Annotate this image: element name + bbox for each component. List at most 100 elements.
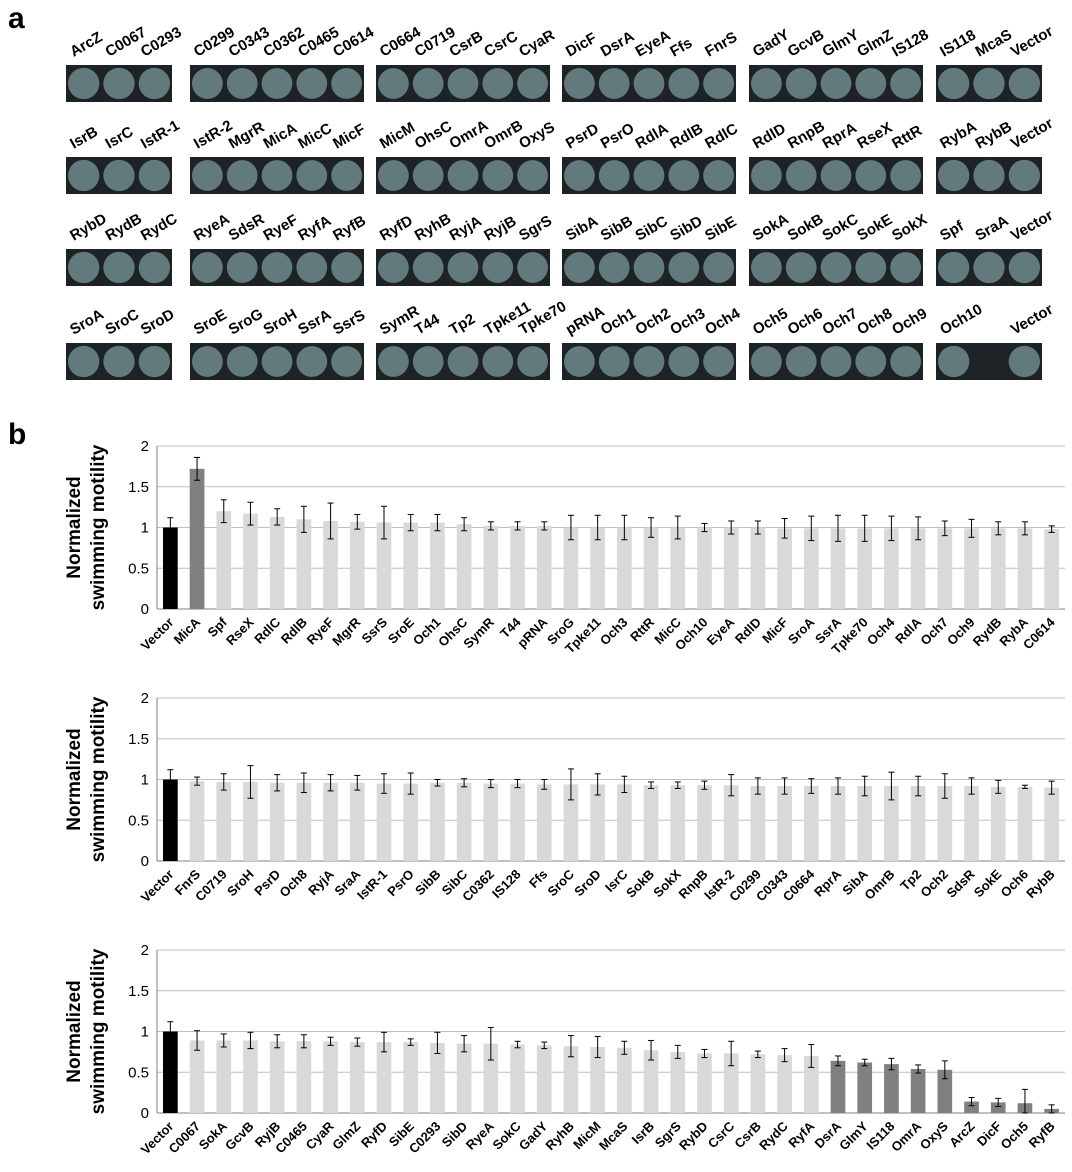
- x-tick-label: RdlC: [251, 614, 283, 646]
- bar-RdlD: [750, 527, 766, 609]
- bar-DicF: [990, 1102, 1006, 1113]
- x-tick-label: C0614: [1020, 614, 1058, 652]
- plate-label: SroH: [261, 306, 301, 339]
- colony: [785, 160, 817, 191]
- plate-label: RyfD: [377, 212, 416, 244]
- x-tick-label: SdsR: [944, 866, 979, 901]
- x-tick-label: C0664: [780, 866, 818, 904]
- plate-label: DicF: [563, 29, 600, 60]
- bar-Och7: [937, 528, 953, 609]
- colony: [820, 346, 852, 377]
- bar-RyeF: [323, 520, 338, 609]
- colony: [103, 67, 135, 100]
- x-tick-label: RyfB: [1026, 1119, 1058, 1151]
- x-tick-label: RdlA: [892, 614, 924, 646]
- bar-SokC: [510, 1044, 525, 1113]
- bar-Och9: [964, 528, 979, 609]
- x-tick-label: Och5: [997, 1119, 1031, 1153]
- y-tick-label: 0: [141, 601, 149, 618]
- x-tick-label: SroE: [385, 614, 417, 646]
- bar-Och4: [884, 528, 899, 609]
- bar-Tpke11: [590, 527, 605, 609]
- bar-OmrB: [884, 786, 899, 861]
- plate-label: C0614: [330, 23, 377, 60]
- plate-label: SroA: [67, 306, 107, 339]
- plate-label: RyjA: [447, 213, 485, 245]
- colony: [192, 160, 223, 191]
- x-tick-label: RydB: [970, 615, 1005, 650]
- plate-label: Och6: [785, 305, 826, 338]
- colony: [192, 68, 223, 99]
- bar-Och6: [1017, 786, 1033, 861]
- x-tick-label: OmrB: [861, 867, 897, 903]
- plate-label: RprA: [820, 119, 860, 152]
- x-tick-label: CsrC: [705, 1118, 738, 1151]
- colony: [855, 68, 887, 99]
- plate-label: Och5: [750, 305, 791, 338]
- bar-OxyS: [937, 1069, 953, 1113]
- colony: [633, 68, 665, 99]
- x-tick-label: RttR: [627, 614, 657, 644]
- plate-label: SsrA: [295, 306, 334, 338]
- bar-Och10: [697, 527, 712, 609]
- bar-Och2: [937, 786, 953, 861]
- x-tick-label: Vector: [138, 615, 177, 654]
- bar-EyeA: [723, 527, 739, 609]
- plate-label: SibE: [702, 213, 739, 244]
- x-tick-label: SsrS: [359, 614, 391, 646]
- colony: [938, 67, 970, 100]
- bar-IS118: [884, 1064, 899, 1113]
- bar-GadY: [536, 1045, 552, 1113]
- bar-Och3: [617, 527, 632, 609]
- plate-label: Och9: [889, 305, 930, 338]
- colony: [598, 68, 630, 99]
- plate-label: C0293: [138, 24, 185, 61]
- bar-McaS: [617, 1047, 632, 1113]
- colony: [482, 160, 514, 191]
- colony: [192, 346, 223, 377]
- x-tick-label: SymR: [460, 614, 497, 651]
- plate-label: RdlC: [702, 120, 741, 152]
- colony: [378, 346, 409, 377]
- colony: [331, 252, 362, 283]
- plate-label: IsrC: [103, 123, 137, 152]
- colony: [564, 346, 595, 377]
- x-tick-label: SokC: [490, 1118, 525, 1153]
- plate-label: SokA: [750, 210, 792, 244]
- plate-label: PsrD: [563, 120, 602, 152]
- colony: [973, 159, 1005, 192]
- plate-label: SdsR: [226, 210, 268, 244]
- plate-label: RdlA: [633, 120, 672, 152]
- colony: [564, 68, 595, 99]
- plate-label: Tp2: [447, 310, 479, 338]
- x-tick-label: OxyS: [917, 1118, 951, 1152]
- colony: [564, 160, 595, 191]
- x-tick-label: IstR-1: [354, 867, 390, 903]
- colony: [703, 68, 734, 99]
- plate-label: RydB: [103, 210, 146, 244]
- colony: [1008, 345, 1040, 378]
- x-tick-label: IS128: [489, 867, 524, 902]
- colony: [751, 160, 782, 191]
- plate-label: RseX: [854, 119, 895, 152]
- plate-label: RttR: [889, 122, 925, 153]
- plate-label: MicM: [377, 119, 418, 152]
- plate-label: FnrS: [702, 29, 740, 61]
- colony: [68, 159, 100, 192]
- bar-SgrS: [670, 1051, 686, 1113]
- x-tick-label: EyeA: [704, 614, 738, 648]
- y-tick-label: 1: [141, 772, 149, 789]
- bar-IS128: [510, 783, 525, 861]
- bar-Tp2: [910, 786, 926, 861]
- plate-label: Vector: [1008, 207, 1056, 245]
- plate-label: SibA: [563, 213, 601, 245]
- bar-CsrC: [723, 1053, 739, 1113]
- bar-SokB: [643, 785, 659, 861]
- plate-label: GadY: [750, 26, 792, 60]
- colony: [820, 252, 852, 283]
- bar-SroE: [403, 522, 419, 609]
- x-tick-label: SokB: [623, 867, 657, 901]
- colony: [68, 67, 100, 100]
- x-tick-label: RybD: [676, 1119, 711, 1154]
- plate-label: Och8: [854, 305, 895, 338]
